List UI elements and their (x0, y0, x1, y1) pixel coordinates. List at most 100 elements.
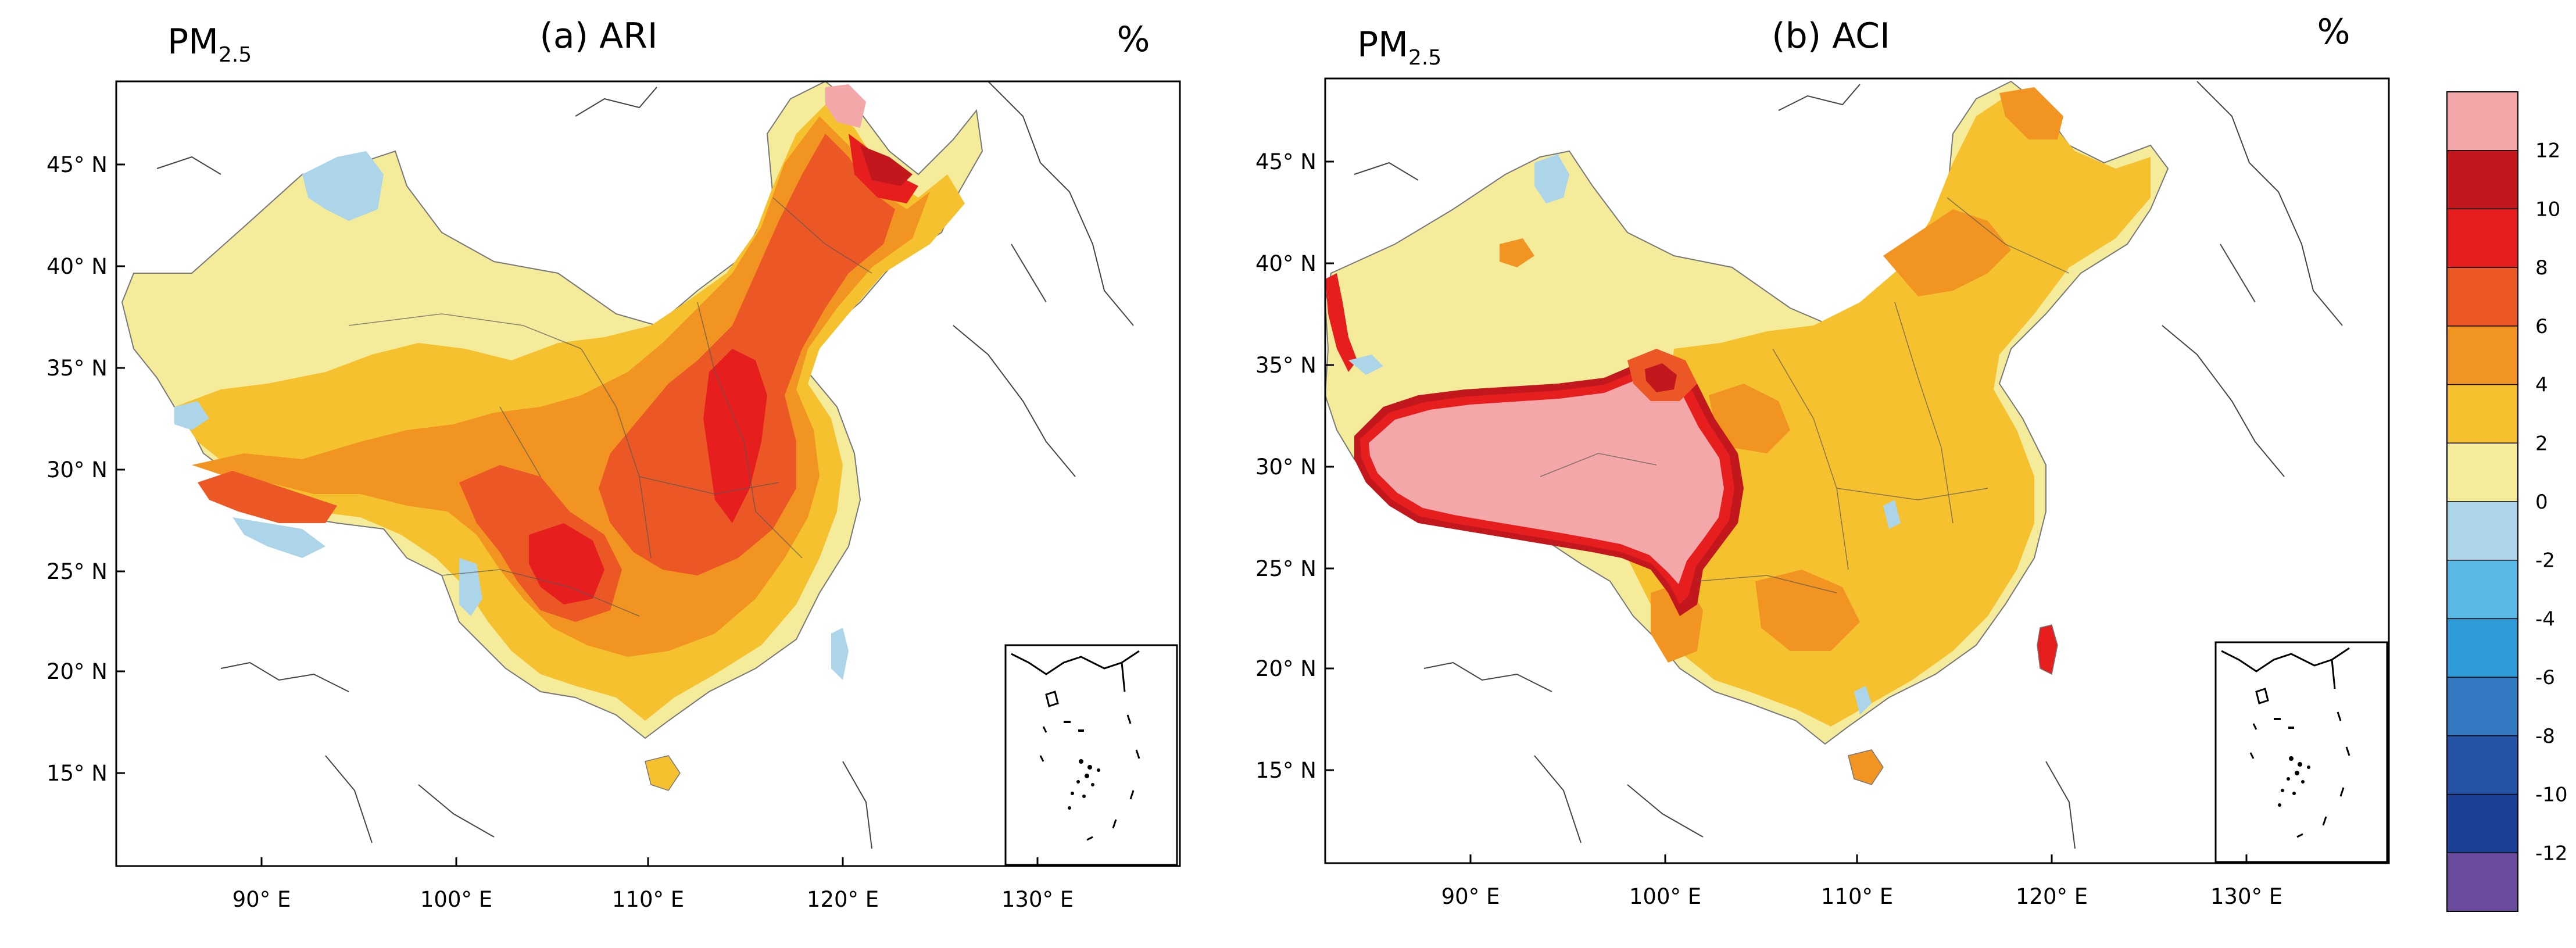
aci-taiwan (2037, 624, 2058, 675)
colorbar-swatch (2447, 735, 2518, 795)
ari-lat-label: 45° N (46, 152, 108, 177)
aci-tick-marks (1325, 160, 2248, 863)
aci-lat-label: 35° N (1255, 353, 1316, 378)
aci-lat-label: 20° N (1255, 656, 1316, 681)
colorbar-tick-label: -12 (2535, 842, 2568, 865)
aci-panel-title: (b) ACI (1772, 16, 1890, 56)
aci-field-4-6-northeast (1999, 87, 2063, 139)
aci-map-field (1325, 80, 2343, 849)
ari-map-field (121, 81, 1134, 849)
colorbar-swatch (2447, 92, 2518, 151)
colorbar-swatch (2447, 618, 2518, 678)
aci-province-borders (1540, 197, 2070, 593)
ari-lon-label: 90° E (232, 887, 291, 912)
ari-variable-label: PM2.5 (167, 22, 252, 67)
colorbar-tick-label: 6 (2535, 315, 2548, 338)
ari-lat-label: 35° N (46, 356, 108, 381)
ari-background-coastlines (156, 81, 1134, 849)
aci-field-4-6-central (1709, 384, 1790, 453)
ari-field-8-10-sichuan (529, 523, 604, 604)
aci-variable-subscript: 2.5 (1408, 46, 1441, 70)
ari-lon-label: 100° E (420, 887, 492, 912)
ari-panel-title: (a) ARI (539, 16, 657, 56)
aci-latitude-labels: 45° N 40° N 35° N 30° N 25° N 20° N 15° … (1255, 149, 1316, 783)
colorbar-tick-label: 8 (2535, 256, 2548, 280)
map-panel-aci: 45° N 40° N 35° N 30° N 25° N 20° N 15° … (1255, 12, 2390, 909)
colorbar-swatch (2447, 150, 2518, 209)
colorbar-swatch (2447, 267, 2518, 327)
aci-field-tibet-12-plus (1369, 378, 1724, 584)
aci-field-2-4 (1616, 93, 2151, 727)
aci-background-coastlines (1354, 81, 2343, 849)
ari-lat-label: 40° N (46, 254, 108, 279)
ari-unit-label: % (1117, 19, 1150, 60)
ari-south-china-sea-inset (1004, 644, 1178, 866)
aci-variable-label: PM2.5 (1357, 24, 1441, 70)
aci-field-neg-west (1348, 355, 1383, 375)
ari-lat-label: 30° N (46, 457, 108, 482)
colorbar: 12 10 8 6 4 2 0 -2 -4 -6 -8 -10 -12 (2446, 91, 2568, 912)
aci-hainan (1848, 749, 1884, 785)
ari-variable-subscript: 2.5 (219, 43, 252, 67)
ari-longitude-labels: 90° E 100° E 110° E 120° E 130° E (232, 887, 1074, 912)
colorbar-swatch (2447, 560, 2518, 619)
aci-lon-label: 90° E (1441, 884, 1500, 909)
aci-field-west-strip (1325, 273, 1357, 372)
aci-lon-label: 130° E (2210, 884, 2282, 909)
ari-lat-label: 25° N (46, 559, 108, 584)
colorbar-tick-label: -2 (2535, 549, 2555, 573)
ari-field-8-10-north-china (703, 349, 767, 523)
colorbar-swatch (2447, 502, 2518, 561)
aci-lat-label: 45° N (1255, 149, 1316, 174)
aci-south-china-sea-inset (2214, 641, 2388, 863)
ari-field-neg-taiwan (831, 628, 849, 680)
ari-tick-marks (116, 163, 1039, 866)
ari-field-neg-yunnan (459, 558, 482, 616)
colorbar-tick-label: 0 (2535, 491, 2548, 514)
colorbar-swatch (2447, 325, 2518, 385)
aci-field-neg-guangxi (1854, 686, 1872, 715)
ari-field-neg-tibet (232, 517, 325, 558)
ari-lat-label: 15° N (46, 761, 108, 786)
ari-lat-label: 20° N (46, 659, 108, 684)
aci-unit-label: % (2317, 12, 2350, 52)
aci-lon-label: 100° E (1629, 884, 1701, 909)
colorbar-tick-label: 10 (2535, 198, 2560, 221)
colorbar-tick-label: -10 (2535, 784, 2568, 807)
ari-latitude-labels: 45° N 40° N 35° N 30° N 25° N 20° N 15° … (46, 152, 108, 786)
aci-variable-main: PM (1357, 24, 1408, 65)
ari-field-6-8 (599, 134, 895, 575)
aci-field-4-6-south (1755, 570, 1860, 651)
ari-field-12-plus (825, 84, 866, 128)
ari-province-borders (348, 197, 872, 617)
aci-field-qinghai-core (1645, 363, 1677, 392)
colorbar-swatch (2447, 209, 2518, 268)
ari-field-6-8-west (198, 471, 337, 523)
aci-field-xinjiang-spot (1500, 238, 1534, 267)
colorbar-tick-label: -4 (2535, 607, 2555, 631)
aci-lat-label: 40° N (1255, 251, 1316, 276)
ari-variable-main: PM (167, 22, 219, 62)
ari-lon-label: 130° E (1001, 887, 1074, 912)
colorbar-tick-label: 2 (2535, 432, 2548, 455)
colorbar-swatch (2447, 853, 2518, 912)
aci-lat-label: 30° N (1255, 455, 1316, 480)
ari-lon-label: 120° E (807, 887, 879, 912)
colorbar-swatch (2447, 794, 2518, 853)
aci-field-neg-central (1883, 500, 1901, 529)
colorbar-tick-label: -6 (2535, 666, 2555, 689)
aci-field-neg-altai (1534, 154, 1569, 203)
ari-field-10-12 (860, 145, 913, 186)
colorbar-swatch (2447, 443, 2518, 502)
ari-hainan (645, 755, 681, 791)
aci-longitude-labels: 90° E 100° E 110° E 120° E 130° E (1441, 884, 2283, 909)
colorbar-tick-label: -8 (2535, 725, 2555, 748)
colorbar-tick-label: 12 (2535, 139, 2560, 163)
colorbar-swatch (2447, 384, 2518, 443)
ari-field-neg-xinjiang (302, 151, 384, 221)
aci-lon-label: 110° E (1821, 884, 1893, 909)
colorbar-tick-label: 4 (2535, 374, 2548, 397)
ari-lon-label: 110° E (612, 887, 684, 912)
aci-lat-label: 25° N (1255, 556, 1316, 581)
